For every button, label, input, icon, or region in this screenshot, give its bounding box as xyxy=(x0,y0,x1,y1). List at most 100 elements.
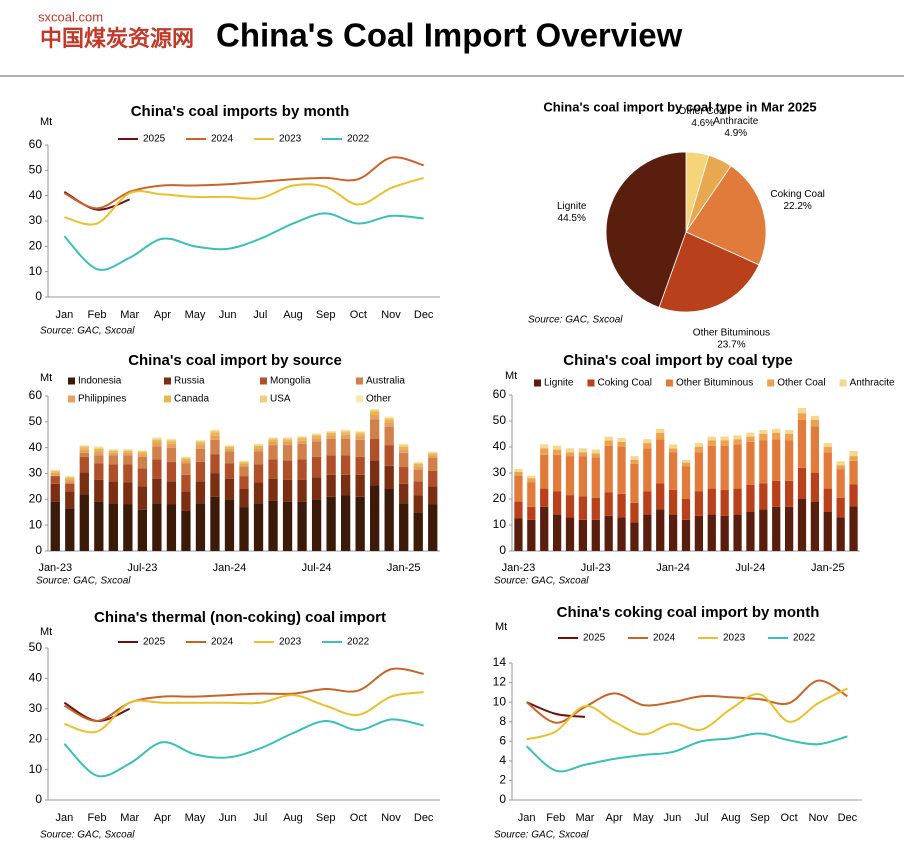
bar-segment xyxy=(94,447,104,449)
x-tick-label: Jan-25 xyxy=(387,562,421,574)
slice-label: Other Bituminous xyxy=(693,327,770,338)
bar-segment xyxy=(849,460,858,485)
bar-segment xyxy=(540,454,549,489)
y-tick-label: 10 xyxy=(29,517,43,531)
bar-segment xyxy=(340,429,351,431)
bar-segment xyxy=(694,515,704,551)
slice-value: 44.5% xyxy=(558,213,586,224)
x-tick-label: Mar xyxy=(120,309,139,321)
bar-segment xyxy=(540,448,549,455)
legend-label: Australia xyxy=(366,376,405,387)
bar-segment xyxy=(759,483,768,510)
bar-segment xyxy=(224,446,235,449)
bar-segment xyxy=(195,503,206,551)
bar-segment xyxy=(370,414,380,420)
line xyxy=(526,701,586,718)
x-tick-label: Apr xyxy=(154,812,171,824)
bar-segment xyxy=(340,434,351,439)
bar-segment xyxy=(282,445,293,461)
legend-label: 2023 xyxy=(723,633,746,644)
pie-slice xyxy=(658,231,760,313)
bar-segment xyxy=(604,440,613,446)
bar-segment xyxy=(428,453,438,456)
bar-segment xyxy=(224,463,235,479)
bar-segment xyxy=(772,506,781,551)
bar-segment xyxy=(823,488,832,512)
bar-segment xyxy=(50,469,60,471)
bar-segment xyxy=(181,458,191,461)
bar-segment xyxy=(836,465,845,470)
bar-segment xyxy=(137,456,148,469)
bar-segment xyxy=(656,439,665,484)
bar-segment xyxy=(166,441,177,444)
bar-segment xyxy=(643,448,652,492)
x-tick-label: Dec xyxy=(414,309,434,321)
y-tick-label: 20 xyxy=(29,239,43,253)
y-axis-label: Mt xyxy=(495,621,507,633)
bar-segment xyxy=(152,478,162,504)
bar-segment xyxy=(181,463,191,475)
bar-segment xyxy=(578,448,588,453)
bar-segment xyxy=(810,419,820,427)
bar-segment xyxy=(166,443,177,448)
bar-segment xyxy=(210,496,220,551)
legend-label: 2025 xyxy=(143,637,166,648)
bar-segment xyxy=(565,517,575,551)
y-axis-label: Mt xyxy=(40,626,52,638)
bar-segment xyxy=(253,444,264,446)
bar-segment xyxy=(604,492,613,516)
bar-segment xyxy=(108,503,118,551)
bar-segment xyxy=(152,503,162,551)
legend-label: Canada xyxy=(174,394,209,405)
bar-segment xyxy=(370,485,380,551)
x-tick-label: Mar xyxy=(120,812,139,824)
bar-segment xyxy=(413,463,423,467)
bar-segment xyxy=(591,497,600,520)
bar-segment xyxy=(746,441,755,485)
bar-segment xyxy=(152,439,162,443)
bar-segment xyxy=(746,484,755,512)
bar-segment xyxy=(123,450,133,453)
bar-segment xyxy=(224,445,235,447)
bar-segment xyxy=(268,500,278,551)
bar-segment xyxy=(65,476,75,477)
bar-segment xyxy=(181,491,191,511)
bar-segment xyxy=(210,429,220,431)
legend-swatch xyxy=(534,379,541,387)
bar-segment xyxy=(340,495,351,551)
slice-label: Lignite xyxy=(557,201,587,212)
x-tick-label: Jul-24 xyxy=(735,562,765,574)
y-tick-label: 20 xyxy=(29,492,43,506)
slice-label: Other Coal xyxy=(679,106,727,117)
bar-segment xyxy=(591,519,600,551)
bar-segment xyxy=(355,439,365,457)
slice-value: 23.7% xyxy=(717,339,745,350)
bar-segment xyxy=(297,459,307,480)
bar-segment xyxy=(282,460,293,480)
pie-slice xyxy=(605,151,687,308)
y-tick-label: 0 xyxy=(35,543,42,557)
source: Source: GAC, Sxcoal xyxy=(40,830,135,841)
slice-label: Coking Coal xyxy=(770,189,824,200)
line xyxy=(63,156,424,210)
bar-segment xyxy=(681,466,691,499)
legend-label: Other Bituminous xyxy=(676,378,753,389)
y-tick-label: 0 xyxy=(35,289,42,303)
bar-segment xyxy=(326,455,336,475)
bar-segment xyxy=(578,496,588,520)
x-tick-label: Jun xyxy=(219,812,237,824)
y-tick-label: 20 xyxy=(493,491,507,505)
bar-segment xyxy=(94,501,104,551)
bar-segment xyxy=(152,442,162,447)
bar-segment xyxy=(195,439,206,441)
x-tick-label: Oct xyxy=(781,812,798,824)
y-tick-label: 20 xyxy=(29,731,43,745)
bar-segment xyxy=(772,432,781,440)
bar-segment xyxy=(137,450,148,452)
x-tick-label: Jun xyxy=(664,812,682,824)
bar-segment xyxy=(630,463,639,503)
source: Source: GAC, Sxcoal xyxy=(494,576,589,587)
bar-segment xyxy=(604,445,613,493)
y-tick-label: 30 xyxy=(29,701,43,715)
bar-segment xyxy=(282,438,293,440)
